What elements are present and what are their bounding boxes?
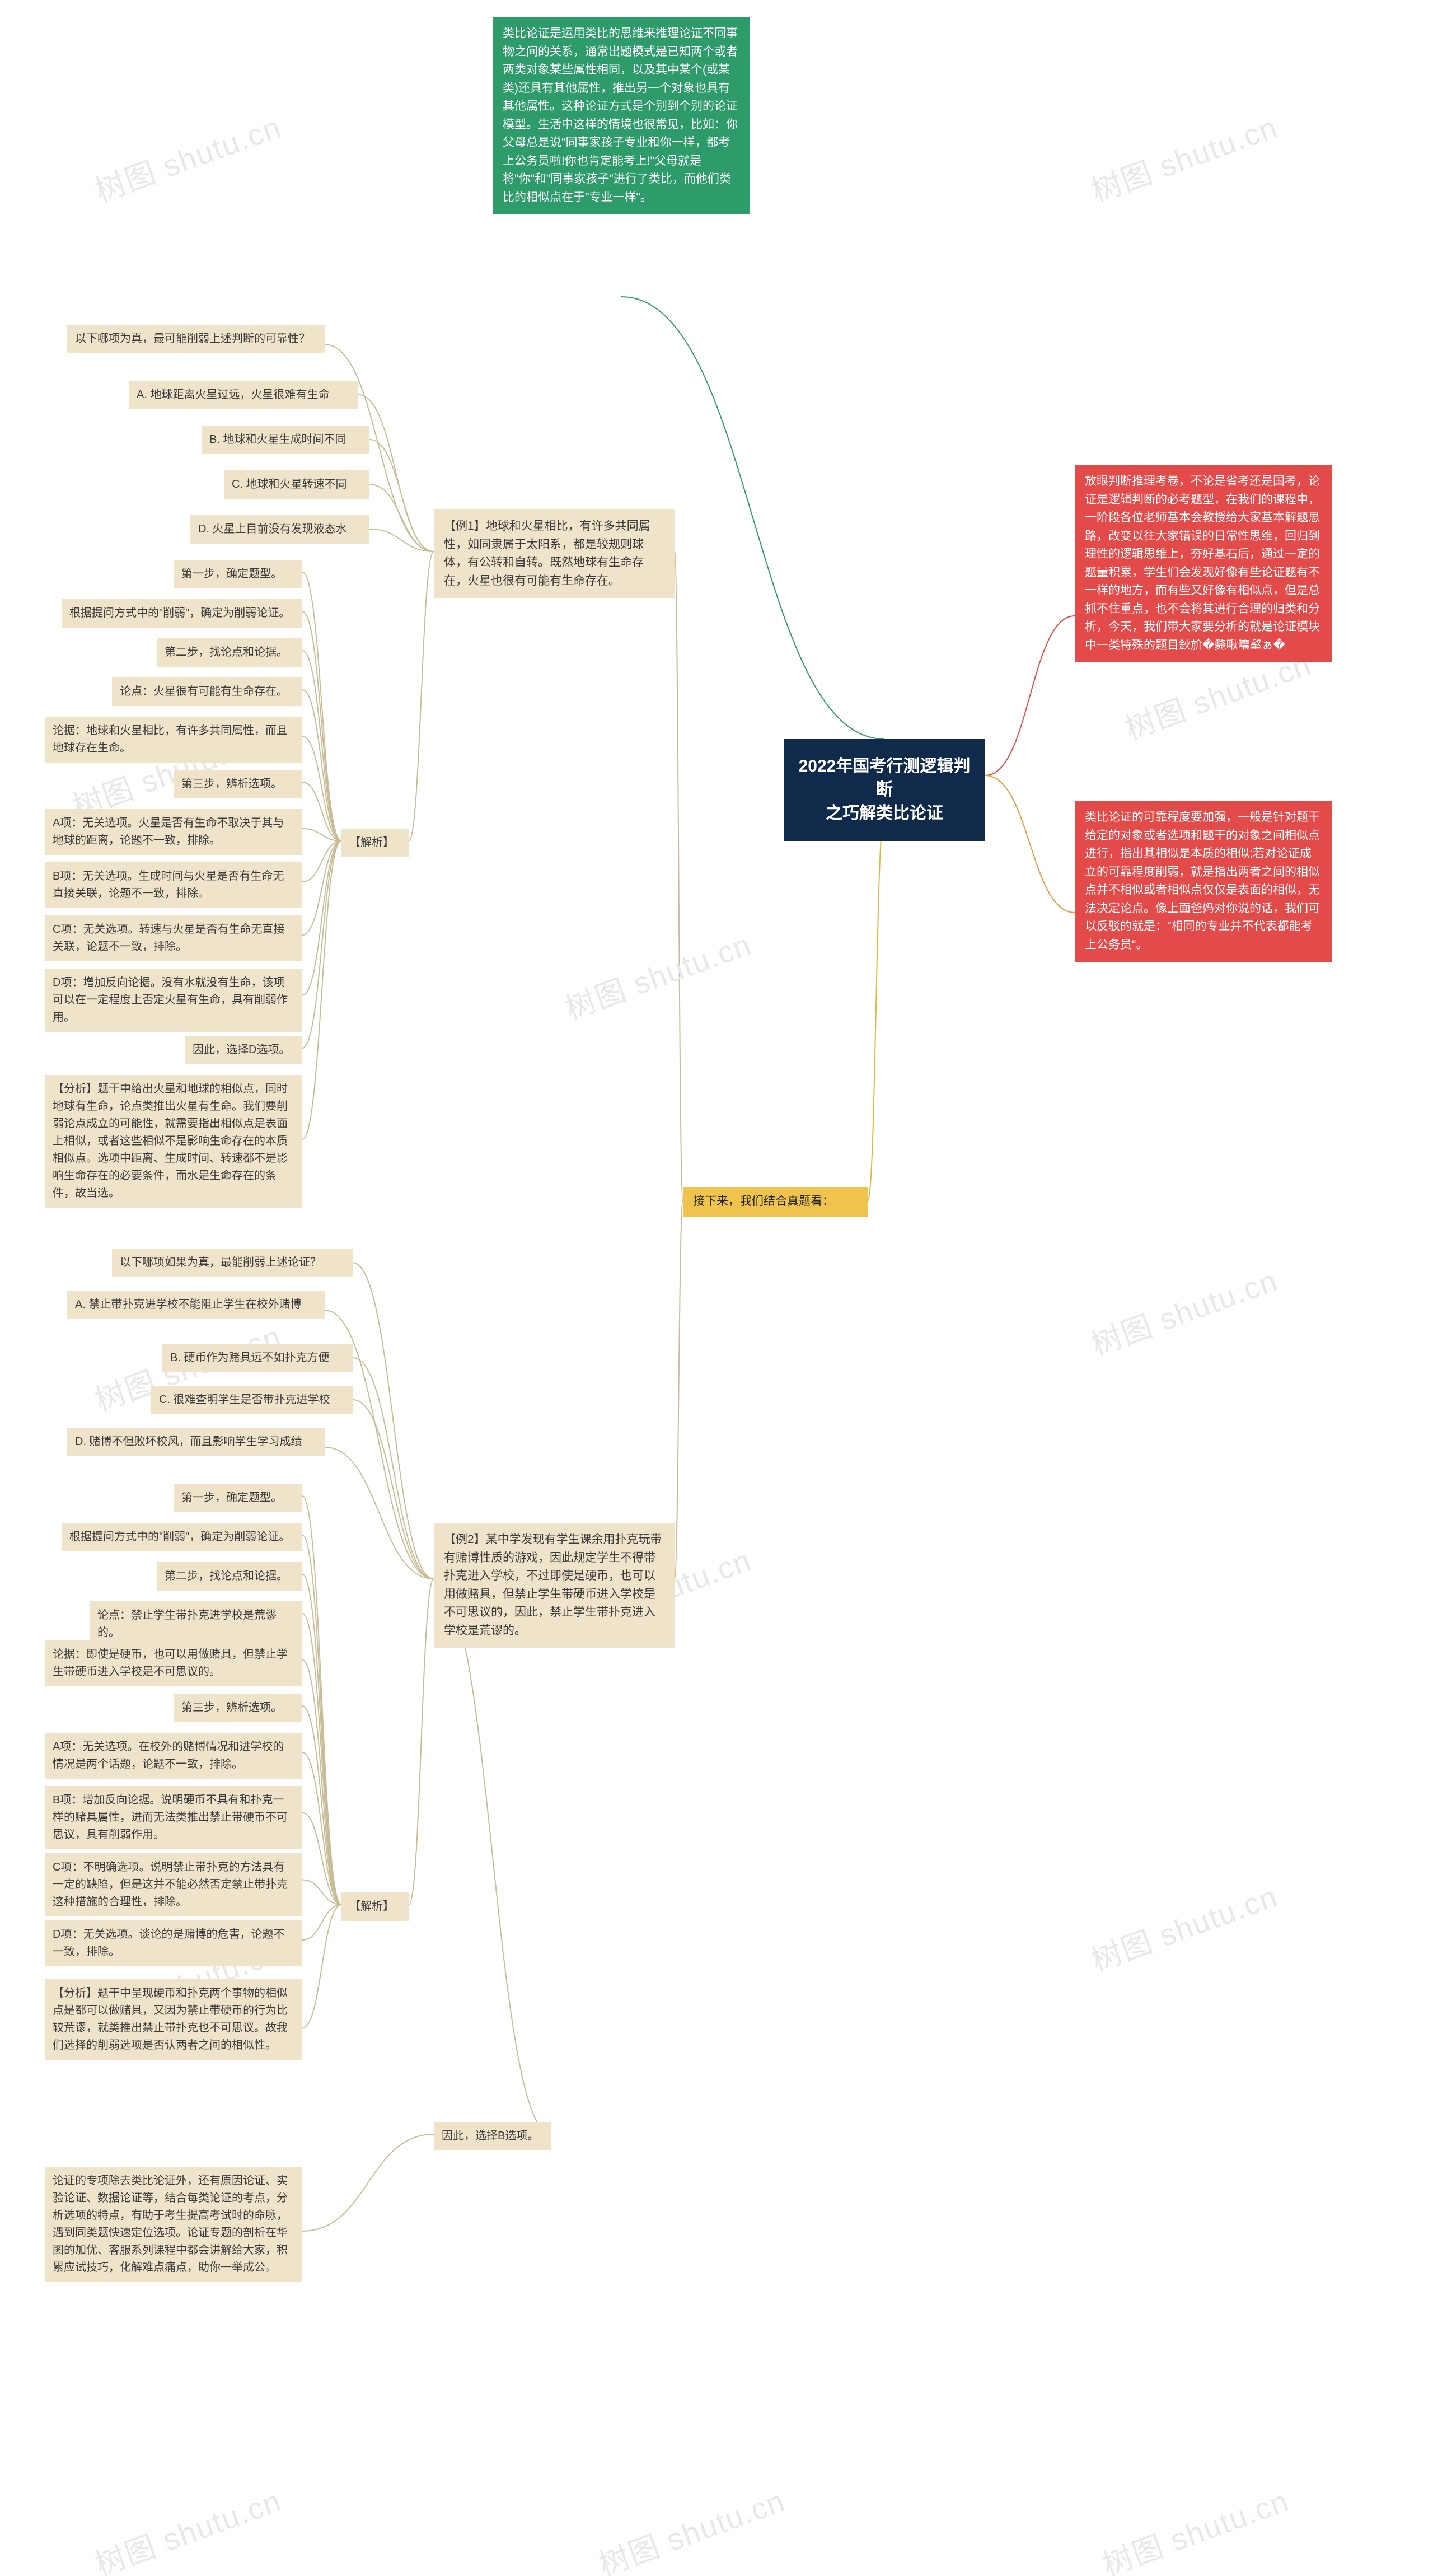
solve-item: D项：增加反向论据。没有水就没有生命，该项可以在一定程度上否定火星有生命，具有削… <box>45 969 302 1032</box>
solve-item: D项：无关选项。谈论的是赌博的危害，论题不一致，排除。 <box>45 1920 302 1966</box>
problem-item: C. 地球和火星转速不同 <box>224 470 369 499</box>
problem-item: B. 地球和火星生成时间不同 <box>202 426 369 454</box>
right-branch: 放眼判断推理考卷，不论是省考还是国考，论证是逻辑判断的必考题型，在我们的课程中，… <box>1075 465 1332 662</box>
tail-item: 论证的专项除去类比论证外，还有原因论证、实验论证、数据论证等，结合每类论证的考点… <box>45 2167 302 2282</box>
solve-item: B项：无关选项。生成时间与火星是否有生命无直接关联，论题不一致，排除。 <box>45 862 302 908</box>
root-node: 2022年国考行测逻辑判断 之巧解类比论证 <box>784 739 985 841</box>
solve-item: C项：无关选项。转速与火星是否有生命无直接关联，论题不一致，排除。 <box>45 915 302 961</box>
right-branch: 类比论证的可靠程度要加强，一般是针对题干给定的对象或者选项和题干的对象之间相似点… <box>1075 801 1332 962</box>
solve-item: 【分析】题干中呈现硬币和扑克两个事物的相似点是都可以做赌具，又因为禁止带硬币的行… <box>45 1979 302 2060</box>
problem-item: 以下哪项如果为真，最能削弱上述论证？ <box>112 1249 353 1277</box>
solve-item: 第一步，确定题型。 <box>174 560 302 588</box>
problem-item: B. 硬币作为赌具远不如扑克方便 <box>162 1344 353 1372</box>
solve-item: 第三步，辨析选项。 <box>174 1694 302 1722</box>
tail-label: 因此，选择B选项。 <box>434 2122 551 2150</box>
watermark: 树图 shutu.cn <box>1084 1256 1283 1364</box>
watermark: 树图 shutu.cn <box>1084 102 1283 211</box>
problem-item: D. 赌博不但败坏校风，而且影响学生学习成绩 <box>67 1428 325 1456</box>
watermark: 树图 shutu.cn <box>88 102 287 211</box>
solve-item: A项：无关选项。在校外的赌博情况和进学校的情况是两个话题，论题不一致，排除。 <box>45 1733 302 1779</box>
solve-label: 【解析】 <box>341 829 409 857</box>
problem-item: A. 禁止带扑克进学校不能阻止学生在校外赌博 <box>67 1291 325 1319</box>
problem-item: C. 很难查明学生是否带扑克进学校 <box>151 1386 353 1414</box>
watermark: 树图 shutu.cn <box>88 2476 287 2576</box>
solve-item: A项：无关选项。火星是否有生命不取决于其与地球的距离，论题不一致，排除。 <box>45 809 302 855</box>
solve-item: 根据提问方式中的"削弱"，确定为削弱论证。 <box>62 1523 302 1551</box>
mindmap-canvas: 树图 shutu.cn 树图 shutu.cn 树图 shutu.cn 树图 shut… <box>0 0 1433 2576</box>
solve-item: 论点：火星很有可能有生命存在。 <box>112 677 302 706</box>
solve-item: B项：增加反向论据。说明硬币不具有和扑克一样的赌具属性，进而无法类推出禁止带硬币… <box>45 1786 302 1849</box>
right-branch: 接下来，我们结合真题看： <box>683 1187 868 1217</box>
solve-item: 第三步，辨析选项。 <box>174 770 302 798</box>
solve-item: 第一步，确定题型。 <box>174 1484 302 1512</box>
solve-item: 论据：即使是硬币，也可以用做赌具，但禁止学生带硬币进入学校是不可思议的。 <box>45 1640 302 1686</box>
solve-item: 因此，选择D选项。 <box>185 1036 302 1064</box>
solve-item: 根据提问方式中的"削弱"，确定为削弱论证。 <box>62 599 302 628</box>
watermark: 树图 shutu.cn <box>558 920 757 1028</box>
solve-label: 【解析】 <box>341 1892 409 1921</box>
solve-item: 【分析】题干中给出火星和地球的相似点，同时地球有生命，论点类推出火星有生命。我们… <box>45 1075 302 1208</box>
watermark: 树图 shutu.cn <box>592 2476 790 2576</box>
watermark: 树图 shutu.cn <box>1084 1872 1283 1980</box>
problem-item: 以下哪项为真，最可能削弱上述判断的可靠性？ <box>67 325 325 353</box>
example-title: 【例2】某中学发现有学生课余用扑克玩带有赌博性质的游戏，因此规定学生不得带扑克进… <box>434 1523 675 1648</box>
solve-item: 第二步，找论点和论据。 <box>157 1562 302 1591</box>
watermark: 树图 shutu.cn <box>1095 2476 1294 2576</box>
solve-item: 论据：地球和火星相比，有许多共同属性，而且地球存在生命。 <box>45 717 302 763</box>
problem-item: A. 地球距离火星过远，火星很难有生命 <box>129 381 358 409</box>
example-title: 【例1】地球和火星相比，有许多共同属性，如同隶属于太阳系，都是较规则球体，有公转… <box>434 509 675 598</box>
solve-item: 第二步，找论点和论据。 <box>157 638 302 667</box>
right-branch: 类比论证是运用类比的思维来推理论证不同事物之间的关系，通常出题模式是已知两个或者… <box>493 17 750 214</box>
solve-item: C项：不明确选项。说明禁止带扑克的方法具有一定的缺陷，但是这并不能必然否定禁止带… <box>45 1853 302 1916</box>
problem-item: D. 火星上目前没有发现液态水 <box>190 515 369 544</box>
